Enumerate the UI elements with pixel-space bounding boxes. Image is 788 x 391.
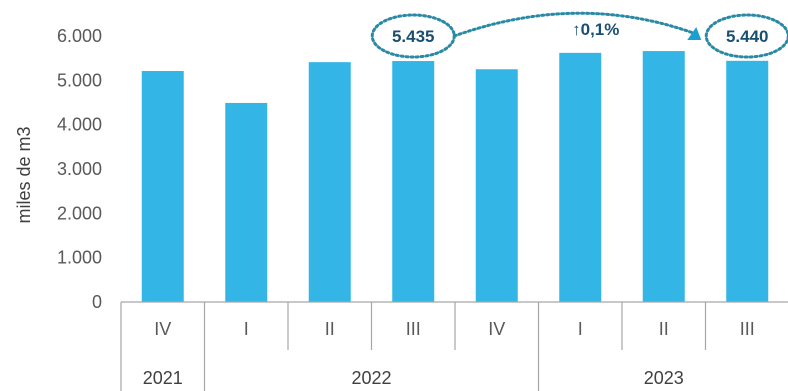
category-label: III <box>740 319 755 339</box>
year-label: 2021 <box>143 368 183 388</box>
annotations: 5.435 5.440 ↑0,1% <box>370 11 788 59</box>
bar <box>642 51 685 302</box>
category-label: II <box>659 319 669 339</box>
y-tick-label: 4.000 <box>57 115 102 135</box>
category-label: I <box>578 319 583 339</box>
y-tick-label: 1.000 <box>57 248 102 268</box>
bar <box>559 52 602 303</box>
category-label: IV <box>154 319 171 339</box>
callout-value: 5.440 <box>726 27 769 46</box>
y-tick-label: 5.000 <box>57 70 102 90</box>
y-tick-label: 3.000 <box>57 159 102 179</box>
year-label: 2022 <box>351 368 391 388</box>
callout-value: 5.435 <box>392 27 435 46</box>
arrow-head-icon <box>687 27 702 40</box>
y-tick-label: 2.000 <box>57 203 102 223</box>
growth-arrow-line <box>452 11 695 38</box>
category-label: II <box>325 319 335 339</box>
callout-ellipse <box>704 13 788 59</box>
category-label: IV <box>488 319 505 339</box>
bar <box>475 69 518 302</box>
y-tick-label: 0 <box>92 292 102 312</box>
y-axis-ticks: 0 1.000 2.000 3.000 4.000 5.000 6.000 <box>57 26 102 312</box>
growth-label: ↑0,1% <box>572 20 619 39</box>
year-label: 2023 <box>644 368 684 388</box>
bar <box>141 71 184 302</box>
y-axis-label: miles de m3 <box>14 126 34 223</box>
bars <box>141 51 769 303</box>
bar <box>726 60 769 303</box>
category-label: I <box>244 319 249 339</box>
y-tick-label: 6.000 <box>57 26 102 46</box>
category-label: III <box>406 319 421 339</box>
bar <box>392 61 435 302</box>
bar <box>225 102 268 303</box>
bar <box>308 62 351 303</box>
